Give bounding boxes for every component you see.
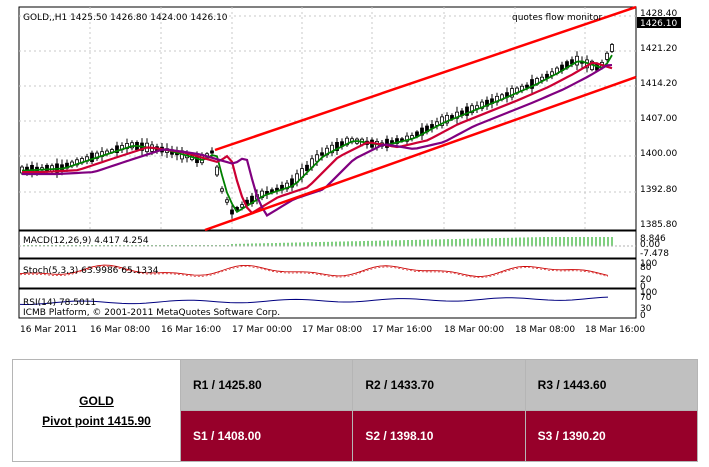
price-tick: 1414.20 (640, 79, 677, 89)
trend-channel (204, 5, 637, 232)
price-panel (18, 6, 637, 231)
support-s2: S2 / 1398.10 (352, 410, 526, 462)
rsi-scale: 0 (640, 311, 646, 321)
copyright-text: ICMB Platform, © 2001-2011 MetaQuotes So… (23, 308, 280, 318)
rsi-scale: 70 (640, 293, 652, 303)
candle-body (395, 138, 399, 144)
support-s3: S3 / 1390.20 (524, 410, 699, 462)
rsi-line-path (19, 296, 609, 305)
ma-mid-line (22, 61, 613, 215)
rsi-line (19, 296, 609, 305)
price-tick: 1421.20 (640, 44, 677, 54)
candle-body (610, 44, 614, 52)
time-tick: 17 Mar 16:00 (372, 325, 432, 335)
channel-lower-line (204, 75, 637, 232)
pivot-table: GOLD Pivot point 1415.90 R1 / 1425.80 R2… (12, 359, 699, 462)
price-chart[interactable]: GOLD,,H1 1425.50 1426.80 1424.00 1426.10… (0, 0, 709, 340)
candle-body (530, 79, 534, 89)
candle-body (320, 152, 324, 156)
macd-histogram (19, 237, 636, 247)
time-tick: 18 Mar 16:00 (585, 325, 645, 335)
stoch-main-line (19, 264, 609, 277)
stoch-scale: 80 (640, 263, 652, 273)
resistance-r1: R1 / 1425.80 (179, 359, 354, 411)
candle-body (305, 164, 309, 172)
candle-body (470, 105, 474, 114)
resistance-r2: R2 / 1433.70 (352, 359, 526, 411)
rsi-scale: 30 (640, 304, 652, 314)
instrument-name[interactable]: GOLD (79, 393, 114, 408)
resistance-r3: R3 / 1443.60 (524, 359, 699, 411)
candle-body (525, 84, 529, 88)
candle-body (115, 145, 119, 154)
candle-body (405, 135, 409, 142)
pivot-label-cell: GOLD Pivot point 1415.90 (12, 359, 181, 462)
stoch-scale: 100 (640, 259, 657, 269)
stoch-scale: 20 (640, 275, 652, 285)
price-tick: 1400.00 (640, 149, 677, 159)
candle-body (465, 106, 469, 116)
candle-body (240, 204, 244, 208)
candle-body (605, 52, 609, 60)
candle-body (90, 152, 94, 162)
time-tick: 17 Mar 00:00 (232, 325, 292, 335)
price-tick: 1385.80 (640, 220, 677, 230)
channel-upper-line (214, 5, 637, 152)
time-tick: 17 Mar 08:00 (302, 325, 362, 335)
macd-scale-mid: 0.00 (640, 240, 660, 250)
candle-body (445, 114, 449, 124)
stoch-signal-line (19, 265, 609, 278)
candle-body (215, 166, 219, 176)
current-price-box (637, 17, 681, 28)
time-tick: 16 Mar 16:00 (161, 325, 221, 335)
chart-grid (19, 7, 636, 230)
time-axis: 16 Mar 2011 16 Mar 08:00 16 Mar 16:00 17… (20, 325, 645, 335)
stoch-panel (18, 258, 637, 289)
candle-body (510, 88, 514, 98)
ma-fast-line (21, 54, 613, 214)
time-tick: 16 Mar 2011 (20, 325, 77, 335)
time-tick: 18 Mar 00:00 (444, 325, 504, 335)
candle-body (220, 188, 224, 192)
chart-canvas[interactable]: GOLD,,H1 1425.50 1426.80 1424.00 1426.10… (0, 0, 709, 340)
candle-body (285, 182, 289, 190)
candle-body (225, 199, 229, 203)
candle-body (210, 150, 214, 154)
candle-body (480, 101, 484, 109)
support-s1: S1 / 1408.00 (179, 410, 354, 462)
macd-scale-bottom: -7.478 (640, 249, 669, 259)
price-tick: 1392.80 (640, 185, 677, 195)
rsi-label: RSI(14) 78.5011 (23, 298, 96, 308)
candle-body (290, 178, 294, 188)
quotes-flow-watermark: quotes flow monitor (512, 13, 602, 23)
candle-body (330, 144, 334, 154)
price-tick: 1407.00 (640, 114, 677, 124)
macd-scale-top: 8.846 (640, 234, 666, 244)
candle-body (440, 116, 444, 126)
time-tick: 16 Mar 08:00 (90, 325, 150, 335)
price-axis: 1428.40 1421.20 1414.20 1407.00 1400.00 … (640, 9, 677, 230)
candle-body (385, 138, 389, 148)
price-tick: 1428.40 (640, 9, 677, 19)
stochastic-lines (19, 264, 609, 278)
chart-header: GOLD,,H1 1425.50 1426.80 1424.00 1426.10 (23, 13, 228, 23)
stoch-label: Stoch(5,3,3) 63.9986 65.1334 (23, 266, 159, 276)
candle-body (455, 111, 459, 119)
current-price-label: 1426.10 (640, 19, 677, 29)
candle-body (575, 55, 579, 66)
pivot-point-value[interactable]: Pivot point 1415.90 (42, 413, 151, 428)
macd-label: MACD(12,26,9) 4.417 4.254 (23, 236, 149, 246)
rsi-scale: 100 (640, 288, 657, 298)
time-tick: 18 Mar 08:00 (515, 325, 575, 335)
stoch-scale: 0 (640, 282, 646, 292)
candle-body (335, 142, 339, 151)
candle-body (230, 209, 234, 215)
